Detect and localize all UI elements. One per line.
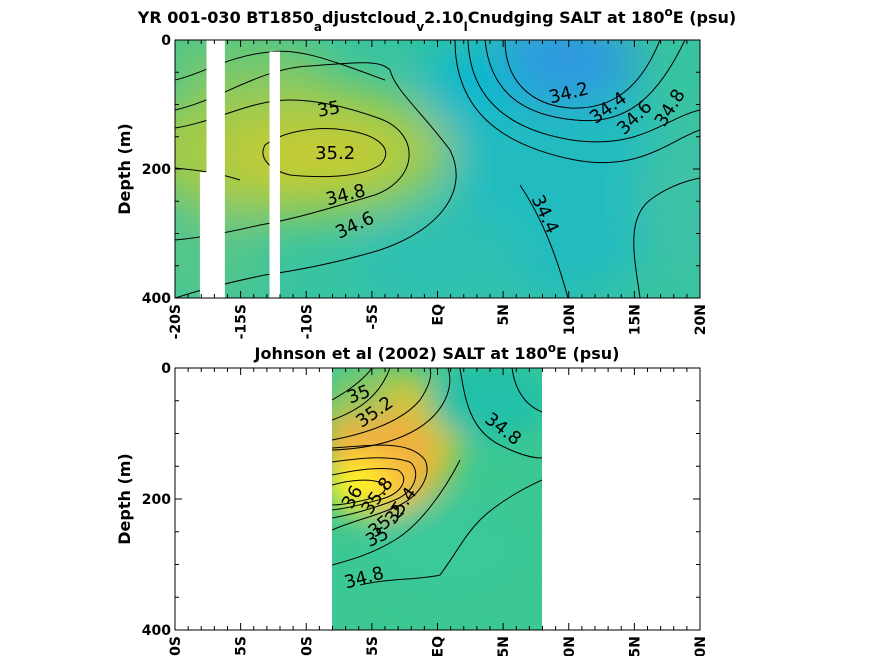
bottom-tick-marks bbox=[174, 367, 701, 631]
top-x-tick-label: 20N bbox=[693, 304, 709, 335]
top-panel: YR 001-030 BT1850adjustcloudv2.10lCnudgi… bbox=[115, 5, 736, 339]
top-x-tick-label: -20S bbox=[168, 304, 184, 339]
bottom-x-tick-label: -15S bbox=[234, 636, 250, 656]
bottom-x-tick-label: 5N bbox=[496, 636, 512, 656]
top-tick-marks bbox=[174, 39, 701, 299]
top-x-tick-label: 5N bbox=[496, 304, 512, 325]
top-y-tick-label: 200 bbox=[142, 162, 171, 178]
bottom-y-tick-label: 400 bbox=[142, 623, 171, 639]
bottom-contour-lines bbox=[332, 368, 542, 586]
top-y-tick-label: 0 bbox=[161, 33, 171, 49]
top-salinity-field bbox=[175, 40, 700, 298]
bottom-x-tick-label: 20N bbox=[693, 636, 709, 656]
bottom-x-tick-label: 15N bbox=[627, 636, 643, 656]
top-contour-label: 35.2 bbox=[315, 143, 355, 164]
bottom-x-tick-label: -10S bbox=[299, 636, 315, 656]
top-y-tick-label: 400 bbox=[142, 291, 171, 307]
bottom-x-tick-label: -5S bbox=[365, 636, 381, 656]
bottom-x-tick-label: 10N bbox=[562, 636, 578, 656]
top-ylabel: Depth (m) bbox=[115, 123, 134, 215]
bottom-y-tick-label: 0 bbox=[161, 361, 171, 377]
top-x-tick-label: EQ bbox=[431, 304, 447, 326]
bottom-x-tick-label: EQ bbox=[431, 636, 447, 656]
top-x-tick-label: 15N bbox=[627, 304, 643, 335]
top-x-tick-label: -10S bbox=[299, 304, 315, 339]
top-tick-labels: -20S -15S -10S -5S EQ 5N 10N 15N 20N 0 200 400 bbox=[142, 33, 709, 339]
top-x-tick-label: -5S bbox=[365, 304, 381, 330]
top-title: YR 001-030 BT1850adjustcloudv2.10lCnudgi… bbox=[137, 5, 736, 34]
top-missing-band-0 bbox=[206, 40, 225, 298]
bottom-y-tick-label: 200 bbox=[142, 492, 171, 508]
top-contour-label: 35 bbox=[316, 97, 342, 122]
top-x-tick-label: 10N bbox=[562, 304, 578, 335]
bottom-panel: Johnson et al (2002) SALT at 180oE (psu) bbox=[115, 341, 709, 656]
top-missing-band-2 bbox=[269, 51, 280, 298]
bottom-title: Johnson et al (2002) SALT at 180oE (psu) bbox=[254, 341, 620, 363]
top-missing-band-1 bbox=[199, 172, 208, 298]
bottom-ylabel: Depth (m) bbox=[115, 453, 134, 545]
top-x-tick-label: -15S bbox=[234, 304, 250, 339]
bottom-x-tick-label: -20S bbox=[168, 636, 184, 656]
bottom-tick-labels: -20S -15S -10S -5S EQ 5N 10N 15N 20N 0 200 400 bbox=[142, 361, 709, 656]
top-missing-data-bands bbox=[199, 40, 280, 298]
